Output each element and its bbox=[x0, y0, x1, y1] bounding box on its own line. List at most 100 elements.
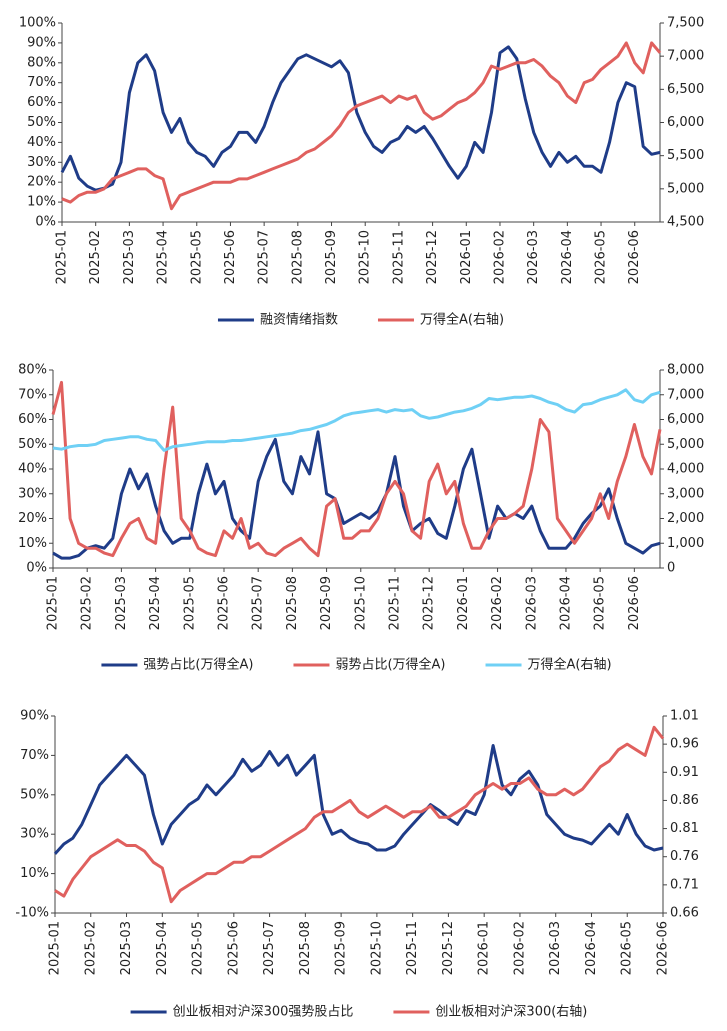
legend-label: 弱势占比(万得全A) bbox=[335, 657, 445, 673]
x-tick-label: 2025-05 bbox=[189, 230, 204, 284]
y-tick-label: 10% bbox=[18, 536, 47, 551]
y2-tick-label: 1,000 bbox=[667, 536, 704, 551]
x-tick-label: 2025-04 bbox=[156, 230, 171, 284]
y2-tick-label: 8,000 bbox=[667, 363, 704, 378]
x-tick-label: 2026-04 bbox=[558, 576, 573, 630]
y2-tick-label: 5,000 bbox=[667, 181, 704, 196]
y-tick-label: 20% bbox=[18, 511, 47, 526]
x-tick-label: 2025-11 bbox=[387, 576, 402, 630]
y2-tick-label: 6,000 bbox=[667, 412, 704, 427]
x-tick-label: 2026-02 bbox=[512, 921, 527, 975]
legend-label: 融资情绪指数 bbox=[260, 313, 338, 328]
x-tick-label: 2026-01 bbox=[456, 576, 471, 630]
y-tick-label: 60% bbox=[27, 95, 56, 110]
x-tick-label: 2026-05 bbox=[594, 230, 609, 284]
y-tick-label: -10% bbox=[15, 906, 49, 921]
x-tick-label: 2025-07 bbox=[251, 576, 266, 630]
y-tick-label: 70% bbox=[18, 387, 47, 402]
x-tick-label: 2025-08 bbox=[285, 576, 300, 630]
x-tick-label: 2025-04 bbox=[148, 576, 163, 630]
y-tick-label: 30% bbox=[20, 827, 49, 842]
series-line bbox=[61, 41, 662, 211]
x-tick-label: 2026-04 bbox=[584, 921, 599, 975]
y2-tick-label: 1.01 bbox=[670, 709, 699, 724]
y2-tick-label: 0.71 bbox=[670, 877, 699, 892]
x-tick-label: 2026-02 bbox=[490, 576, 505, 630]
y-tick-label: 10% bbox=[20, 866, 49, 881]
y-tick-label: 50% bbox=[20, 787, 49, 802]
x-tick-label: 2025-08 bbox=[290, 230, 305, 284]
x-tick-label: 2025-03 bbox=[119, 921, 134, 975]
y2-tick-label: 6,000 bbox=[667, 115, 704, 130]
y-tick-label: 90% bbox=[20, 709, 49, 724]
y-tick-label: 10% bbox=[27, 195, 56, 210]
x-tick-label: 2025-04 bbox=[155, 921, 170, 975]
y2-tick-label: 0.96 bbox=[670, 737, 699, 752]
x-tick-label: 2025-03 bbox=[114, 576, 129, 630]
x-tick-label: 2025-12 bbox=[422, 576, 437, 630]
x-tick-label: 2026-06 bbox=[656, 921, 671, 975]
y2-tick-label: 4,500 bbox=[667, 215, 704, 230]
y-tick-label: 40% bbox=[27, 135, 56, 150]
series-line bbox=[52, 430, 661, 560]
x-tick-label: 2025-10 bbox=[369, 921, 384, 975]
y-tick-label: 50% bbox=[27, 115, 56, 130]
y2-tick-label: 0.66 bbox=[670, 906, 699, 921]
x-tick-label: 2026-02 bbox=[492, 230, 507, 284]
y-tick-label: 70% bbox=[20, 748, 49, 763]
x-tick-label: 2026-03 bbox=[526, 230, 541, 284]
x-tick-label: 2026-01 bbox=[477, 921, 492, 975]
legend-label: 万得全A(右轴) bbox=[420, 312, 504, 328]
y2-tick-label: 5,500 bbox=[667, 148, 704, 163]
x-tick-label: 2025-05 bbox=[182, 576, 197, 630]
y-tick-label: 80% bbox=[27, 55, 56, 70]
x-tick-label: 2025-11 bbox=[391, 230, 406, 284]
y2-tick-label: 7,000 bbox=[667, 387, 704, 402]
series-line bbox=[54, 725, 665, 904]
y-tick-label: 0% bbox=[35, 215, 56, 230]
y2-tick-label: 5,000 bbox=[667, 437, 704, 452]
x-tick-label: 2026-06 bbox=[627, 576, 642, 630]
y2-tick-label: 2,000 bbox=[667, 511, 704, 526]
y2-tick-label: 0.86 bbox=[670, 793, 699, 808]
x-tick-label: 2025-12 bbox=[425, 230, 440, 284]
x-tick-label: 2025-01 bbox=[46, 576, 61, 630]
legend-label: 创业板相对沪深300强势股占比 bbox=[173, 1004, 354, 1020]
x-tick-label: 2026-03 bbox=[524, 576, 539, 630]
y2-tick-label: 0.91 bbox=[670, 765, 699, 780]
x-tick-label: 2025-03 bbox=[122, 230, 137, 284]
y2-tick-label: 0 bbox=[667, 561, 675, 576]
x-tick-label: 2026-06 bbox=[627, 230, 642, 284]
y-tick-label: 80% bbox=[18, 363, 47, 378]
x-tick-label: 2025-02 bbox=[83, 921, 98, 975]
y-tick-label: 60% bbox=[18, 412, 47, 427]
y-tick-label: 30% bbox=[18, 486, 47, 501]
legend-label: 强势占比(万得全A) bbox=[143, 657, 253, 673]
x-tick-label: 2025-06 bbox=[223, 230, 238, 284]
x-tick-label: 2025-10 bbox=[358, 230, 373, 284]
x-tick-label: 2025-06 bbox=[216, 576, 231, 630]
series-line bbox=[51, 380, 662, 558]
y-tick-label: 0% bbox=[26, 561, 47, 576]
y2-tick-label: 3,000 bbox=[667, 486, 704, 501]
y-tick-label: 50% bbox=[18, 437, 47, 452]
y2-tick-label: 7,000 bbox=[667, 49, 704, 64]
series-line bbox=[53, 744, 664, 855]
y2-tick-label: 0.76 bbox=[670, 849, 699, 864]
legend-label: 创业板相对沪深300(右轴) bbox=[435, 1004, 587, 1020]
y2-tick-label: 7,500 bbox=[667, 16, 704, 31]
x-tick-label: 2026-05 bbox=[593, 576, 608, 630]
x-tick-label: 2025-11 bbox=[405, 921, 420, 975]
y-tick-label: 20% bbox=[27, 175, 56, 190]
x-tick-label: 2025-10 bbox=[353, 576, 368, 630]
y-tick-label: 70% bbox=[27, 75, 56, 90]
x-tick-label: 2025-07 bbox=[262, 921, 277, 975]
y-tick-label: 100% bbox=[19, 16, 56, 31]
x-tick-label: 2025-01 bbox=[48, 921, 63, 975]
x-tick-label: 2025-09 bbox=[334, 921, 349, 975]
x-tick-label: 2026-05 bbox=[620, 921, 635, 975]
x-tick-label: 2025-02 bbox=[88, 230, 103, 284]
x-tick-label: 2025-06 bbox=[226, 921, 241, 975]
x-tick-label: 2025-08 bbox=[298, 921, 313, 975]
